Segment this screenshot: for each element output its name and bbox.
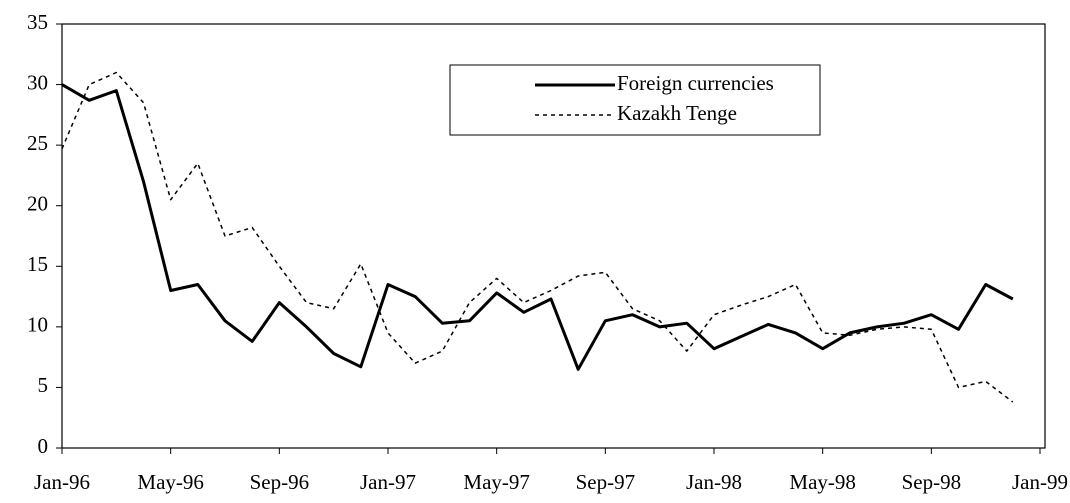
legend-label: Foreign currencies bbox=[617, 71, 774, 95]
x-tick-label: Jan-99 bbox=[1012, 470, 1068, 494]
x-tick-label: May-98 bbox=[789, 470, 856, 494]
x-tick-label: Sep-96 bbox=[250, 470, 310, 494]
x-tick-label: Sep-98 bbox=[902, 470, 962, 494]
x-tick-label: Jan-97 bbox=[360, 470, 416, 494]
y-tick-label: 5 bbox=[38, 373, 49, 397]
plot-frame bbox=[61, 23, 1046, 449]
legend-label: Kazakh Tenge bbox=[617, 101, 737, 125]
x-tick-label: Jan-98 bbox=[686, 470, 742, 494]
y-tick-label: 0 bbox=[38, 434, 49, 458]
y-tick-label: 15 bbox=[27, 252, 48, 276]
x-tick-label: Sep-97 bbox=[576, 470, 636, 494]
y-tick-label: 10 bbox=[27, 313, 48, 337]
x-tick-label: May-96 bbox=[137, 470, 204, 494]
y-tick-label: 30 bbox=[27, 70, 48, 94]
x-tick-label: May-97 bbox=[463, 470, 530, 494]
y-tick-label: 35 bbox=[27, 10, 48, 34]
x-tick-label: Jan-96 bbox=[34, 470, 90, 494]
y-tick-label: 20 bbox=[27, 192, 48, 216]
legend-box bbox=[449, 64, 821, 136]
line-series bbox=[61, 83, 1014, 371]
y-tick-label: 25 bbox=[27, 131, 48, 155]
